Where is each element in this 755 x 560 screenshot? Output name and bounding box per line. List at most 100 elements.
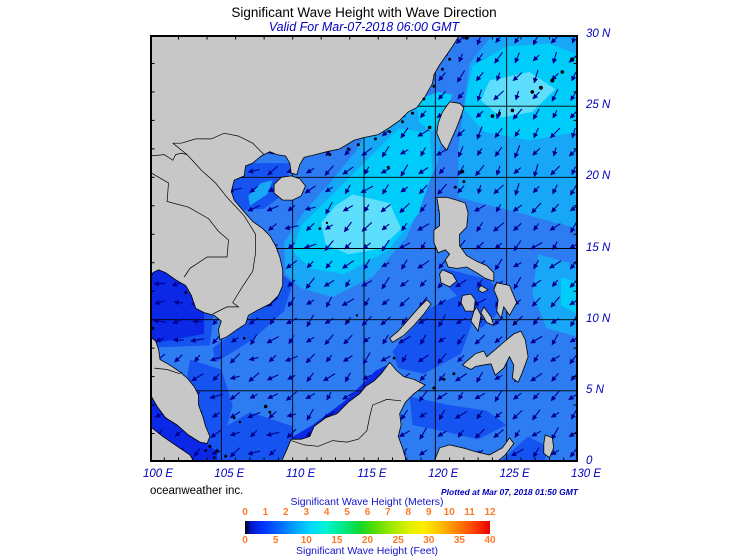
land-hainan: [273, 175, 306, 201]
islet: [538, 85, 543, 90]
lon-label-100e: 100 E: [142, 468, 174, 480]
islet: [392, 356, 396, 360]
islet: [346, 147, 350, 151]
meters-tick-0: 0: [242, 507, 248, 518]
lon-label-130e: 130 E: [570, 468, 602, 480]
islet: [325, 221, 329, 225]
islet: [328, 153, 332, 157]
border-malaysia-indonesia-borneo: [291, 399, 402, 447]
lat-label-5n: 5 N: [586, 383, 604, 396]
islet: [452, 372, 456, 376]
wave-patch-karimata-java-sea: [195, 412, 293, 462]
page-title: Significant Wave Height with Wave Direct…: [231, 5, 497, 20]
lon-label-105e: 105 E: [214, 468, 245, 480]
feet-tick-25: 25: [392, 535, 404, 546]
islet: [490, 114, 495, 118]
land-sumatra: [150, 425, 195, 462]
islet: [427, 125, 432, 130]
islet: [530, 90, 535, 94]
feet-tick-35: 35: [453, 535, 465, 546]
islet: [263, 404, 268, 409]
plotted-timestamp: Plotted at Mar 07, 2018 01:50 GMT: [441, 487, 578, 497]
islet: [442, 377, 446, 381]
colorbar-title-feet: Significant Wave Height (Feet): [295, 545, 438, 557]
land-luzon: [433, 196, 495, 282]
colorbar-gradient: [245, 521, 490, 534]
land-palawan: [389, 299, 432, 343]
lon-label-115e: 115 E: [357, 468, 387, 480]
islet: [570, 57, 575, 61]
lat-label-0: 0: [586, 455, 593, 467]
islet: [432, 84, 436, 88]
meters-tick-11: 11: [464, 507, 475, 518]
land-borneo: [280, 361, 427, 462]
islet: [386, 165, 390, 169]
wave-patch-sulu-sea: [392, 294, 476, 374]
land-masbate: [477, 284, 489, 294]
wave-map: [150, 35, 578, 462]
islet: [560, 70, 565, 74]
islet: [355, 314, 358, 317]
islet: [208, 444, 212, 448]
border-china-vietnam: [172, 132, 265, 155]
land-samar-leyte: [493, 282, 518, 320]
feet-tick-15: 15: [331, 535, 343, 546]
islet: [151, 326, 155, 330]
meters-tick-1: 1: [262, 507, 269, 518]
feet-tick-0: 0: [242, 535, 248, 546]
credit-text: oceanweather inc.: [150, 485, 244, 497]
border-vietnam-laos-cambodia: [186, 154, 256, 315]
islet: [356, 143, 360, 147]
feet-tick-20: 20: [361, 535, 374, 546]
islet: [510, 108, 515, 113]
valid-time-subtitle: Valid For Mar-07-2018 06:00 GMT: [268, 20, 460, 34]
wave-map-image: [150, 35, 578, 462]
meters-tick-3: 3: [303, 507, 310, 518]
islet: [448, 57, 452, 61]
islet: [550, 78, 555, 83]
border-laos-thailand-cambodia: [151, 172, 229, 278]
land-negros: [470, 306, 482, 333]
lat-label-15n: 15 N: [586, 241, 611, 254]
islet: [388, 130, 392, 134]
meters-tick-9: 9: [425, 507, 432, 518]
islet: [215, 449, 219, 453]
islet: [232, 416, 236, 420]
islet: [411, 111, 414, 115]
islet: [238, 420, 242, 424]
islet: [453, 185, 457, 189]
meters-tick-4: 4: [323, 507, 330, 518]
meters-tick-2: 2: [283, 507, 289, 518]
land-malay-peninsula: [150, 336, 211, 444]
wave-patch-borneo-coast-fringe: [291, 365, 387, 445]
islet: [347, 319, 350, 323]
islet: [422, 97, 426, 101]
islet: [318, 227, 322, 230]
lon-label-120e: 120 E: [428, 468, 459, 480]
islet: [441, 67, 444, 71]
lon-label-125e: 125 E: [499, 468, 530, 480]
meters-tick-7: 7: [385, 507, 391, 518]
wave-patch-taiwan-strait: [415, 91, 453, 132]
land-mindanao: [461, 330, 529, 383]
meters-tick-5: 5: [344, 507, 350, 518]
feet-tick-30: 30: [423, 535, 435, 546]
land-sulawesi: [433, 437, 515, 462]
islet: [498, 111, 501, 115]
islet: [242, 336, 246, 340]
islet: [460, 169, 465, 174]
lat-label-10n: 10 N: [586, 312, 611, 325]
wave-patch-gulf-tonkin-streak: [248, 180, 273, 206]
feet-tick-40: 40: [484, 535, 496, 546]
islet: [212, 456, 216, 460]
meters-tick-8: 8: [405, 507, 412, 518]
lat-label-20n: 20 N: [586, 170, 611, 183]
meters-tick-6: 6: [364, 507, 371, 518]
lon-label-110e: 110 E: [286, 468, 316, 480]
meters-tick-10: 10: [443, 507, 455, 518]
meters-tick-12: 12: [484, 507, 496, 518]
lat-label-25n: 25 N: [586, 99, 611, 112]
islet: [204, 449, 207, 452]
feet-tick-5: 5: [272, 535, 279, 546]
islet: [373, 137, 377, 141]
